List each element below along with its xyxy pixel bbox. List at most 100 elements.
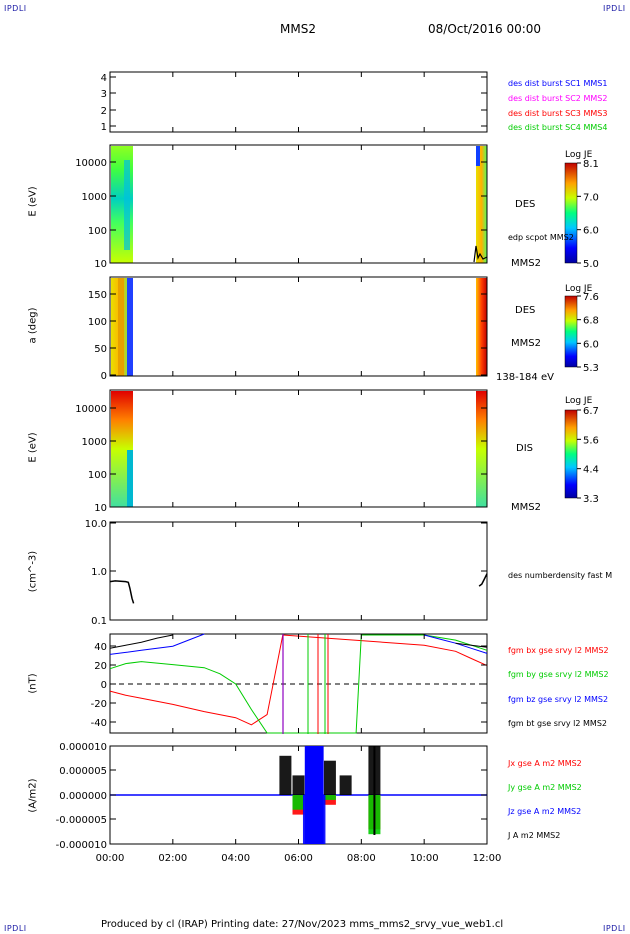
colorbar-tick-label-p3-3: 5.3 (583, 363, 599, 374)
species-label-dis: DIS (516, 443, 533, 454)
colorbar-p3 (564, 295, 578, 368)
legend-j: J A m2 MMS2 (508, 831, 561, 840)
ytick-label-p2-0: 10000 (75, 158, 107, 169)
xtick-label-2: 04:00 (221, 853, 250, 864)
colorbar-tick-label-p2-3: 5.0 (583, 259, 599, 270)
ytick-label-p4-3: 10 (94, 503, 107, 514)
legend-burst-sc1: des dist burst SC1 MMS1 (508, 79, 608, 88)
ytick-label-p1-0: 4 (101, 73, 107, 84)
b-series-0 (109, 634, 488, 726)
ytick-label-p2-2: 100 (88, 226, 107, 237)
species-label-des-energy: DES (515, 199, 536, 210)
b-series-1 (109, 634, 488, 734)
b-series-2-seg (109, 633, 205, 655)
ytick-label-p4-1: 1000 (82, 437, 107, 448)
colorbar-tick-label-p4-2: 4.4 (583, 465, 599, 476)
density-line-start (109, 580, 135, 604)
legend-density: des numberdensity fast M (508, 571, 613, 580)
ytick-label-p5-2: 0.1 (91, 616, 107, 627)
ylabel-energy-ions: E (eV) (27, 432, 39, 463)
spacecraft-title: MMS2 (280, 22, 316, 36)
panel-magnetic-field (109, 633, 488, 734)
ytick-label-p7-4: -0.000010 (56, 840, 107, 851)
legend-by: fgm by gse srvy l2 MMS2 (508, 670, 609, 679)
legend-bx: fgm bx gse srvy l2 MMS2 (508, 646, 609, 655)
j-burst-3-2 (292, 775, 305, 795)
ytick-label-p6-0: 40 (94, 642, 107, 653)
panel-density (109, 521, 488, 621)
xtick-label-5: 10:00 (410, 853, 439, 864)
corner-label-top-right: IPDLI (603, 4, 626, 13)
xtick-label-4: 08:00 (347, 853, 376, 864)
colorbar-title-p3: Log JE (565, 284, 593, 294)
colorbar-title-p2: Log JE (565, 150, 593, 160)
legend-jy: Jy gse A m2 MMS2 (508, 783, 582, 792)
j-burst-3-4 (323, 760, 336, 795)
colorbar-tick-label-p2-1: 7.0 (583, 192, 599, 203)
colorbar-tick-label-p4-3: 3.3 (583, 494, 599, 505)
ytick-label-p6-4: -40 (91, 718, 107, 729)
corner-label-bottom-left: IPDLI (4, 924, 27, 933)
ytick-label-p1-1: 3 (101, 89, 107, 100)
ytick-label-p7-1: 0.000005 (59, 766, 107, 777)
ylabel-pitch-angle: a (deg) (27, 307, 39, 344)
b-series-3-seg (109, 634, 173, 649)
colorbar-tick-label-p3-1: 6.8 (583, 316, 599, 327)
ytick-label-p3-1: 100 (88, 317, 107, 328)
ytick-label-p6-2: 0 (101, 680, 107, 691)
ytick-label-p1-3: 1 (101, 122, 107, 133)
ytick-label-p5-1: 1.0 (91, 567, 107, 578)
ytick-label-p2-3: 10 (94, 259, 107, 270)
date-title: 08/Oct/2016 00:00 (428, 22, 542, 36)
spectrogram-block-end (476, 146, 487, 263)
j-burst-3-1 (279, 755, 292, 795)
colorbar-p4 (564, 409, 578, 499)
colorbar-tick-label-p2-0: 8.1 (583, 159, 599, 170)
ylabel-density: (cm^-3) (27, 550, 39, 593)
panel-electron-energy-spectrogram (109, 144, 488, 264)
j-dense-block (304, 746, 324, 844)
species-label-des-pa: DES (515, 305, 536, 316)
sc-label-p3: MMS2 (511, 338, 541, 349)
ytick-label-p4-0: 10000 (75, 404, 107, 415)
colorbar-tick-label-p3-0: 7.6 (583, 292, 599, 303)
panel-current-density (109, 745, 488, 845)
j-burst-1-2 (292, 795, 305, 810)
b-series-2 (424, 634, 488, 654)
ytick-label-p3-3: 0 (101, 371, 107, 382)
j-burst-3-5 (339, 775, 352, 795)
ytick-label-p3-2: 50 (94, 344, 107, 355)
colorbar-tick-label-p2-2: 6.0 (583, 226, 599, 237)
legend-burst-sc4: des dist burst SC4 MMS4 (508, 123, 608, 132)
xtick-label-0: 00:00 (96, 853, 125, 864)
corner-label-top-left: IPDLI (4, 4, 27, 13)
colorbar-p2 (564, 162, 578, 264)
ylabel-current: (A/m2) (27, 778, 39, 813)
ytick-label-p5-0: 10.0 (85, 519, 107, 530)
ytick-label-p6-3: -20 (91, 699, 107, 710)
xtick-label-1: 02:00 (158, 853, 187, 864)
ytick-label-p7-0: 0.000010 (59, 742, 107, 753)
j-burst-1-4 (323, 795, 336, 800)
legend-bt: fgm bt gse srvy l2 MMS2 (508, 719, 607, 728)
ytick-label-p7-2: 0.000000 (59, 791, 107, 802)
legend-burst-sc3: des dist burst SC3 MMS3 (508, 109, 608, 118)
ylabel-energy-electrons: E (eV) (27, 186, 39, 217)
ytick-label-p1-2: 2 (101, 106, 107, 117)
ytick-label-p6-1: 20 (94, 661, 107, 672)
ytick-label-p3-0: 150 (88, 290, 107, 301)
panel-pitch-angle-spectrogram (109, 276, 488, 377)
corner-label-bottom-right: IPDLI (603, 924, 626, 933)
sc-label-p4: MMS2 (511, 502, 541, 513)
xtick-label-6: 12:00 (473, 853, 502, 864)
scpot-label: edp scpot MMS2 (508, 233, 574, 242)
xtick-label-3: 06:00 (284, 853, 313, 864)
colorbar-title-p4: Log JE (565, 396, 593, 406)
colorbar-tick-label-p4-0: 6.7 (583, 406, 599, 417)
panel-ion-energy-spectrogram (109, 389, 488, 508)
colorbar-tick-label-p3-2: 6.0 (583, 339, 599, 350)
scpot-trace (473, 245, 488, 263)
legend-jz: Jz gse A m2 MMS2 (508, 807, 582, 816)
panel-burst-indicator (109, 71, 488, 133)
